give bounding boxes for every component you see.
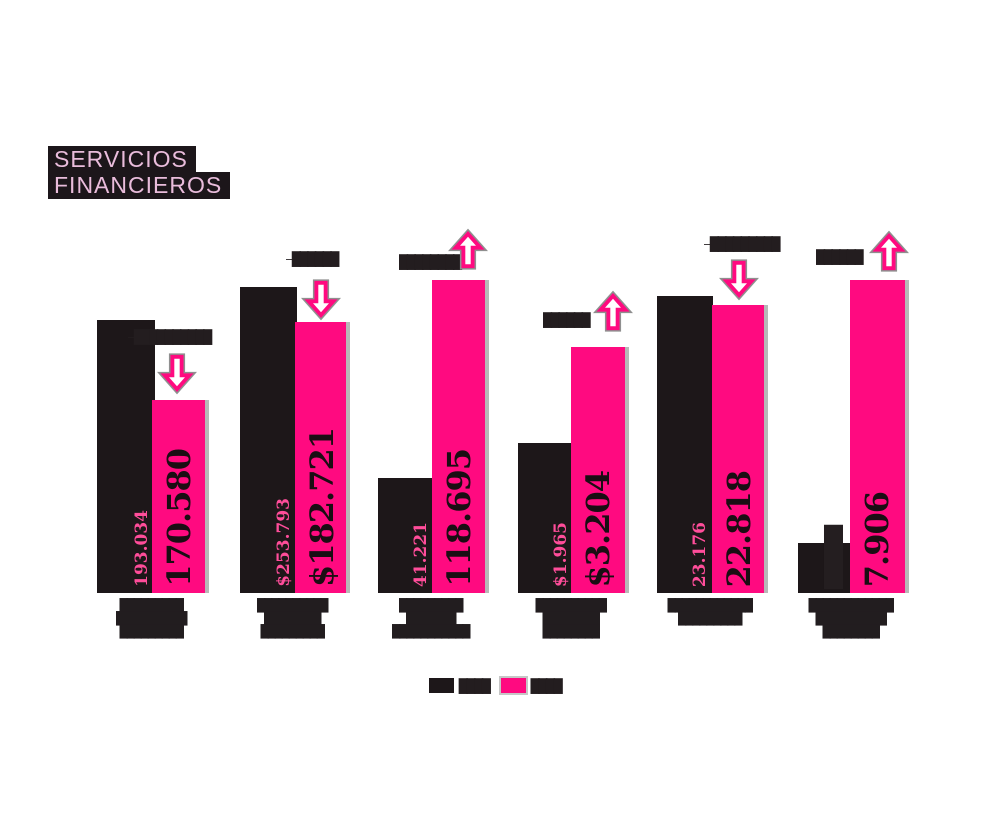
bar-group5-pink: 22.818 <box>712 305 764 593</box>
decrease-arrow-icon <box>719 259 759 301</box>
bar-group4-dark-value: $1.965 <box>551 521 571 587</box>
bar-group1-pink-value: 170.580 <box>160 449 198 587</box>
bar-group2-pink-value: $182.721 <box>303 428 341 587</box>
bar-group4-dark: $1.965 <box>518 443 574 593</box>
bar-group1-dark: 193.034 <box>97 320 155 593</box>
bar-group3-dark-value: 41.221 <box>411 521 431 587</box>
change-label-group4: ██████ <box>543 312 591 327</box>
bar-group4-pink-value: $3.204 <box>579 470 617 587</box>
category-label-group1: █████████ ██████████ █████████ <box>115 598 188 638</box>
category-label-group5: ████████████ █████████ <box>667 598 753 625</box>
bar-group2-pink: $182.721 <box>295 322 346 593</box>
bar-group1-dark-value: 193.034 <box>132 510 152 587</box>
bar-group5-dark: 23.176 <box>657 296 713 593</box>
bar-group3-pink-value: 118.695 <box>440 449 478 587</box>
change-label-group2: –██████ <box>286 251 340 266</box>
decrease-arrow-icon <box>157 353 197 395</box>
legend-swatch-dark <box>428 678 454 693</box>
chart-title-line1: SERVICIOS <box>48 146 196 173</box>
bar-group3-dark: 41.221 <box>378 478 434 593</box>
increase-arrow-icon <box>593 290 633 332</box>
bar-group4-pink: $3.204 <box>571 347 625 593</box>
bar-group1-pink: 170.580 <box>152 400 205 593</box>
category-label-group3: █████████ ███████ ███████████ <box>391 598 471 638</box>
bar-group6-pink: 7.906 <box>850 280 905 593</box>
category-label-group2: ██████████ ████████ █████████ <box>256 598 329 638</box>
change-label-group3: ████████ <box>399 254 462 269</box>
change-label-group1: –██████████ <box>128 329 212 344</box>
increase-arrow-icon <box>448 228 488 270</box>
bar-group2-dark-value: $253.793 <box>274 498 294 587</box>
category-label-group6: ████████████ ██████████ ████████ <box>808 598 894 638</box>
bar-group6-pink-value: 7.906 <box>858 491 896 587</box>
chart-title-line2: FINANCIEROS <box>48 172 231 199</box>
legend-swatch-pink <box>500 678 526 693</box>
bar-group3-pink: 118.695 <box>432 280 485 593</box>
change-label-group6: ██████ <box>816 249 864 264</box>
decrease-arrow-icon <box>301 279 341 321</box>
legend-label-series2: ████ <box>530 678 563 693</box>
category-label-group4: ██████████ ████████ ████████ <box>535 598 607 638</box>
bar-group6-dark: ██████ <box>798 527 851 593</box>
bar-group6-dark-value: ██████ <box>824 527 843 589</box>
bar-group5-pink-value: 22.818 <box>720 470 758 587</box>
bar-group5-dark-value: 23.176 <box>690 521 710 587</box>
legend-label-series1: ████ <box>458 678 491 693</box>
change-label-group5: –█████████ <box>704 236 781 251</box>
increase-arrow-icon <box>869 230 909 272</box>
bar-group2-dark: $253.793 <box>240 287 297 593</box>
legend: ████ ████ <box>0 678 990 693</box>
